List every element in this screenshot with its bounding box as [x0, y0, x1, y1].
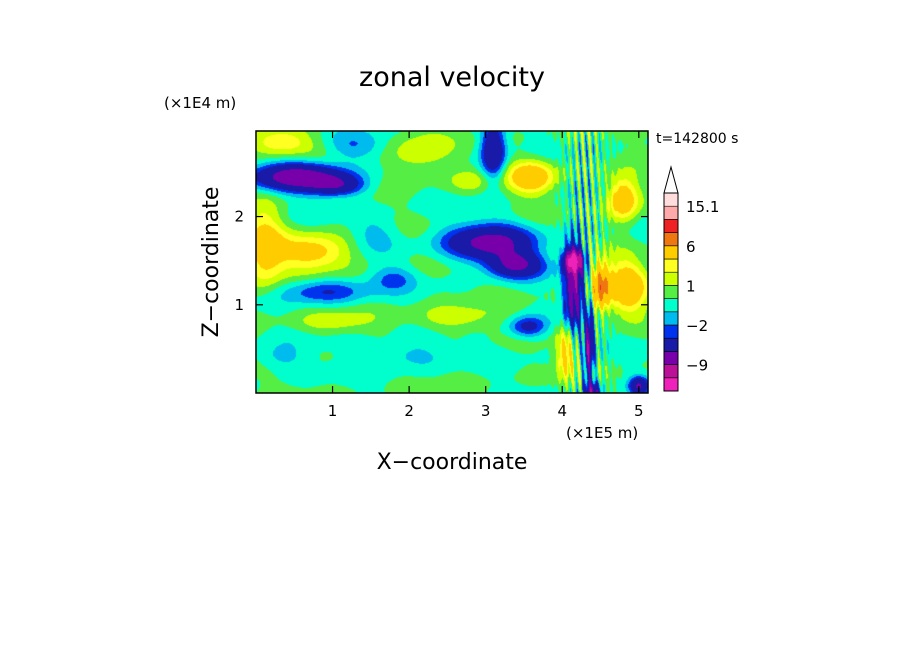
- colorbar-tick-label: 6: [686, 238, 696, 256]
- colorbar-arrow: [663, 165, 679, 194]
- colorbar-segment: [663, 232, 679, 247]
- x-unit-label: (×1E5 m): [566, 424, 638, 442]
- plot-frame: [255, 130, 649, 394]
- x-tick-label: 3: [481, 402, 491, 420]
- y-unit-label: (×1E4 m): [164, 94, 236, 112]
- colorbar-segment: [663, 364, 679, 379]
- colorbar-tick-label: −2: [686, 317, 708, 335]
- colorbar-segment: [663, 245, 679, 260]
- x-tick-label: 4: [557, 402, 567, 420]
- colorbar-segment: [663, 205, 679, 220]
- velocity-field: [256, 131, 648, 393]
- x-tick-label: 2: [404, 402, 414, 420]
- time-label: t=142800 s: [656, 131, 738, 147]
- colorbar-frame: [663, 192, 679, 392]
- x-axis-label: X−coordinate: [377, 450, 528, 475]
- colorbar-segment: [663, 337, 679, 352]
- x-axis-ticks: 1 2 3 4 5: [328, 131, 644, 420]
- y-tick-label: 1: [234, 296, 244, 314]
- colorbar-segment: [663, 192, 679, 207]
- y-axis-label: Z−coordinate: [199, 187, 224, 338]
- colorbar-segment: [663, 377, 679, 392]
- colorbar: 15.1 6 1 −2 −9: [663, 165, 719, 392]
- colorbar-segment: [663, 271, 679, 286]
- y-tick-label: 2: [234, 208, 244, 226]
- colorbar-segment: [663, 311, 679, 326]
- colorbar-segment: [663, 351, 679, 365]
- colorbar-segment: [663, 219, 679, 233]
- colorbar-segment: [663, 258, 679, 273]
- colorbar-tick-label: −9: [686, 357, 708, 375]
- colorbar-segment: [663, 298, 679, 313]
- x-tick-label: 5: [634, 402, 644, 420]
- colorbar-segment: [663, 285, 679, 299]
- chart-title: zonal velocity: [359, 62, 545, 93]
- colorbar-tick-label: 15.1: [686, 198, 719, 216]
- y-axis-ticks: 12: [234, 208, 648, 314]
- colorbar-segment: [663, 324, 679, 339]
- x-tick-label: 1: [328, 402, 338, 420]
- colorbar-tick-label: 1: [686, 277, 696, 295]
